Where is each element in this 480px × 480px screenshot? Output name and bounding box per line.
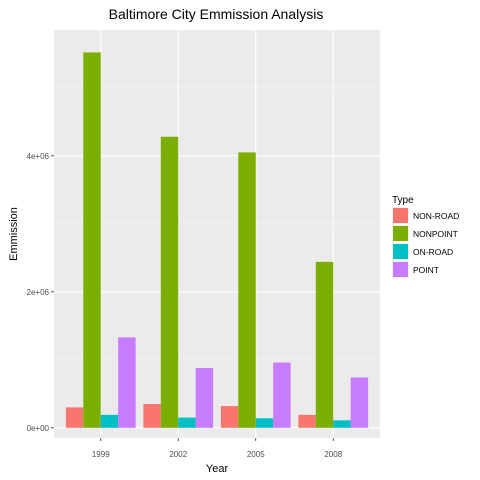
legend-label-on-road: ON-ROAD (413, 247, 453, 257)
legend-swatch-on-road (393, 244, 408, 259)
chart-title: Baltimore City Emmission Analysis (109, 6, 324, 22)
y-tick-label: 4e+06 (27, 152, 50, 161)
legend-swatch-point (393, 262, 408, 277)
bar-point-2005 (273, 362, 291, 428)
bar-on-road-2005 (255, 418, 274, 428)
bar-on-road-2008 (333, 420, 351, 428)
legend-swatch-non-road (393, 208, 408, 223)
bar-nonpoint-2005 (238, 152, 256, 428)
legend-swatch-nonpoint (393, 226, 408, 241)
legend-label-nonpoint: NONPOINT (413, 229, 458, 239)
bar-nonpoint-2002 (160, 136, 179, 428)
y-tick-label: 0e+00 (27, 424, 50, 433)
bar-non-road-2002 (143, 404, 161, 428)
bar-non-road-2005 (220, 406, 239, 428)
bar-on-road-1999 (100, 414, 119, 428)
legend-items: NON-ROAD NONPOINT ON-ROAD POINT (392, 207, 459, 278)
legend-label-point: POINT (413, 265, 439, 275)
bar-point-2002 (195, 367, 214, 428)
bar-on-road-2002 (178, 417, 196, 428)
bar-point-2008 (350, 377, 369, 428)
bar-point-1999 (118, 337, 136, 428)
legend: Type NON-ROAD NONPOINT ON-ROAD POINT (392, 195, 459, 278)
x-tick-label: 2008 (324, 450, 342, 459)
y-axis-title: Emmission (8, 207, 20, 261)
bar-non-road-2008 (298, 414, 316, 428)
x-tick-label: 2002 (169, 450, 187, 459)
bar-non-road-1999 (65, 407, 84, 428)
bar-nonpoint-1999 (83, 52, 101, 428)
bars (65, 52, 369, 428)
bar-nonpoint-2008 (315, 261, 334, 428)
x-axis-title: Year (206, 463, 229, 475)
y-axis-ticks: 0e+00 2e+06 4e+06 (27, 152, 54, 433)
x-tick-label: 2005 (247, 450, 265, 459)
x-tick-label: 1999 (92, 450, 110, 459)
legend-title: Type (392, 195, 414, 206)
x-axis-ticks: 1999 2002 2005 2008 (92, 438, 343, 459)
y-tick-label: 2e+06 (27, 288, 50, 297)
legend-label-non-road: NON-ROAD (413, 211, 459, 221)
